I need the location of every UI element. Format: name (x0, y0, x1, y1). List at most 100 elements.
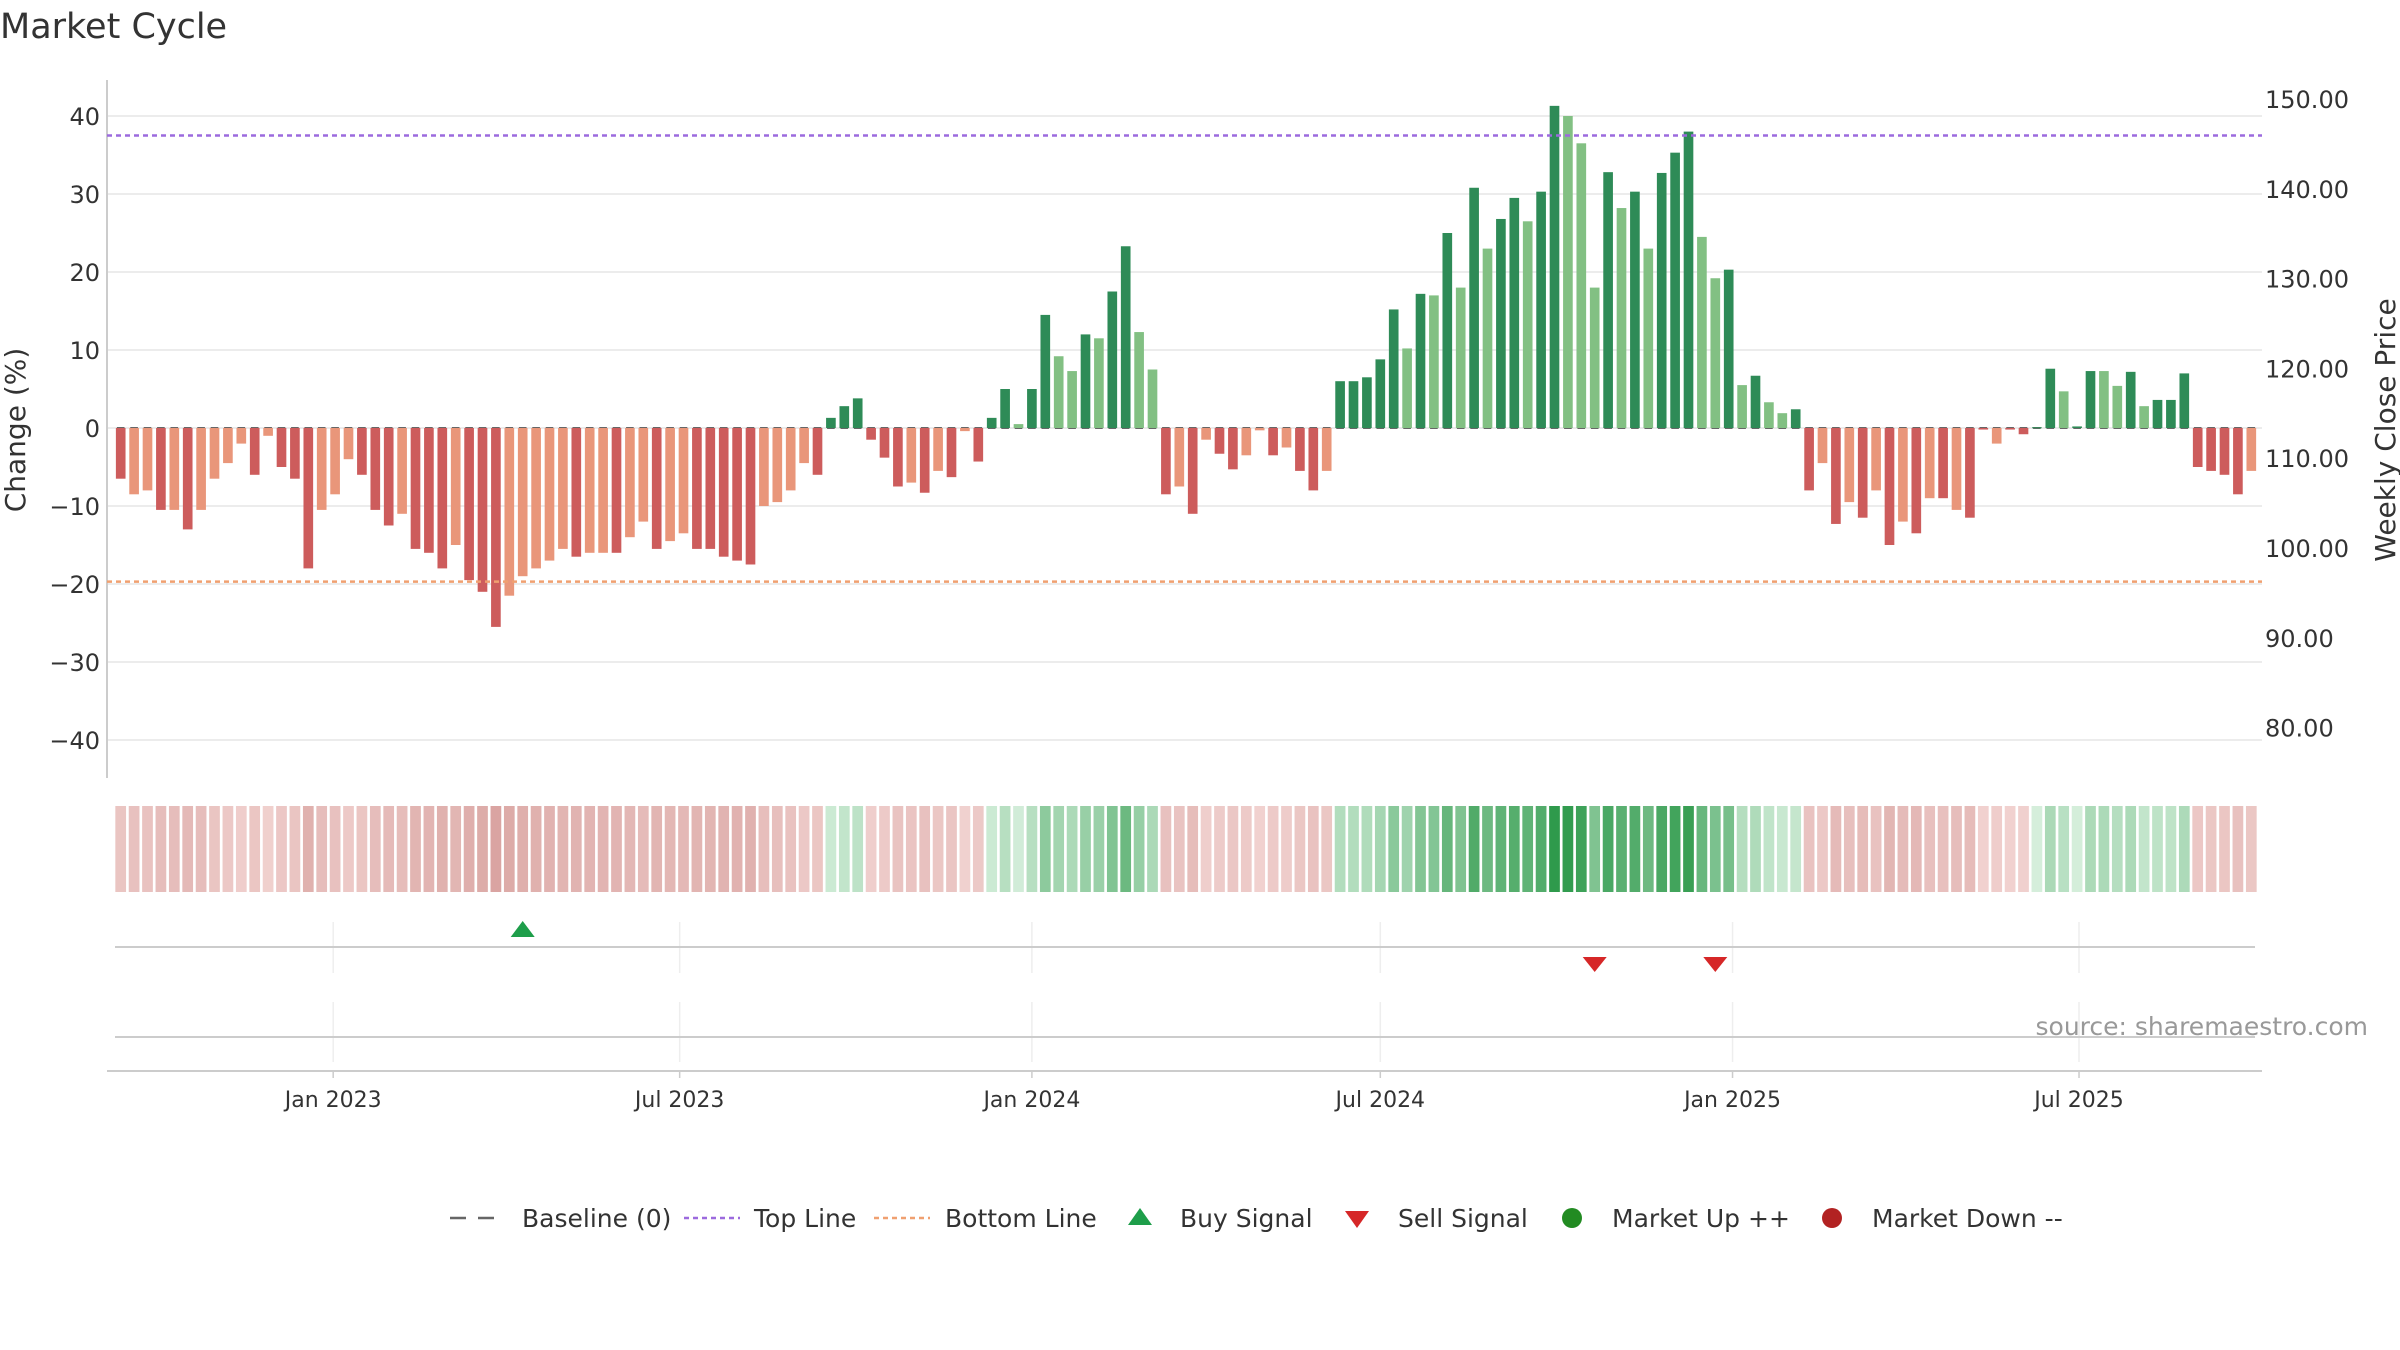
bar (2112, 385, 2123, 428)
heat-cell (1642, 806, 1654, 892)
bar (1107, 291, 1118, 428)
heat-cell (1026, 806, 1038, 892)
bar (1362, 377, 1372, 428)
x-tick-label: Jul 2023 (633, 1088, 725, 1113)
bar (933, 428, 943, 471)
heat-cell (302, 806, 314, 892)
heat-cell (1750, 806, 1761, 892)
bar (1965, 428, 1975, 518)
bar (477, 428, 488, 592)
heat-cell (356, 806, 368, 892)
bar (1603, 172, 1613, 428)
bar (1723, 269, 1734, 428)
legend-item-buy[interactable]: Buy Signal (1128, 1204, 1313, 1233)
bar (1643, 248, 1654, 428)
heat-cell (410, 806, 421, 892)
bar (1040, 314, 1051, 428)
heat-cell (1307, 806, 1319, 892)
legend-item-sell[interactable]: Sell Signal (1345, 1204, 1528, 1233)
bar (1388, 309, 1399, 428)
heat-cell (2044, 806, 2056, 892)
heat-cell (1455, 806, 1467, 892)
bar (1201, 428, 1211, 440)
bar (866, 428, 876, 440)
bar (2045, 368, 2056, 428)
legend-sell-signal-icon (1345, 1211, 1369, 1228)
heat-cell (1870, 806, 1882, 892)
bar (1161, 428, 1171, 495)
bar (276, 428, 287, 467)
bar (1737, 385, 1747, 428)
bar (1429, 295, 1439, 428)
legend-item-up[interactable]: Market Up ++ (1562, 1204, 1790, 1233)
heat-cell (2205, 806, 2217, 892)
heat-cell (1294, 806, 1306, 892)
heat-cell (1857, 806, 1869, 892)
heat-cell (1401, 806, 1413, 892)
bar (2206, 428, 2216, 471)
heat-cell (919, 806, 931, 892)
bar (665, 428, 675, 542)
bar (1750, 375, 1761, 428)
bar (464, 428, 474, 581)
heat-cell (959, 806, 971, 892)
bar (826, 417, 836, 428)
bar (2139, 406, 2149, 428)
bar (209, 428, 220, 479)
heat-cell (557, 806, 569, 892)
bar (316, 428, 327, 510)
y-left-tick-label: 20 (69, 259, 100, 287)
bar (223, 428, 233, 464)
heat-cell (423, 806, 435, 892)
bar (1871, 428, 1881, 491)
heat-cell (932, 806, 944, 892)
bar (1817, 428, 1828, 464)
heat-cell (343, 806, 354, 892)
heat-cell (1227, 806, 1239, 892)
bar (383, 428, 394, 526)
bar (1924, 428, 1935, 499)
legend-label: Market Down -- (1872, 1204, 2063, 1233)
heat-cell (2125, 806, 2137, 892)
legend-buy-signal-icon (1128, 1208, 1152, 1225)
heat-cell (745, 806, 756, 892)
heat-cell (1415, 806, 1426, 892)
heat-cell (1884, 806, 1895, 892)
bar (919, 428, 930, 493)
heat-cell (2004, 806, 2016, 892)
heat-cell (1214, 806, 1225, 892)
bar (343, 428, 354, 460)
legend-item-down[interactable]: Market Down -- (1822, 1204, 2063, 1233)
bar (1509, 197, 1520, 428)
x-tick-label: Jul 2025 (2032, 1088, 2124, 1113)
heat-cell (1187, 806, 1199, 892)
heat-cell (1361, 806, 1373, 892)
legend-item-bottom[interactable]: Bottom Line (874, 1204, 1097, 1233)
heat-cell (383, 806, 395, 892)
heat-cell (1817, 806, 1828, 892)
bar (986, 417, 997, 428)
bar (1522, 221, 1533, 428)
bar (906, 428, 917, 483)
bar (638, 428, 649, 522)
legend-item-baseline[interactable]: Baseline (0) (450, 1204, 671, 1233)
heat-cell (678, 806, 689, 892)
signal-panel (115, 921, 2255, 973)
heat-cell (664, 806, 676, 892)
bars (115, 105, 2257, 627)
bar (785, 428, 796, 491)
heat-cell (1053, 806, 1065, 892)
heat-cell (879, 806, 890, 892)
bar (491, 428, 501, 627)
bar (1000, 389, 1010, 428)
heat-cell (986, 806, 998, 892)
bar (1576, 143, 1587, 429)
heat-cell (396, 806, 408, 892)
heat-cell (1106, 806, 1118, 892)
chart-title: Market Cycle (0, 7, 227, 47)
legend-item-top[interactable]: Top Line (684, 1204, 856, 1233)
bar (584, 428, 595, 553)
bar (2192, 428, 2203, 467)
bar (1938, 428, 1948, 499)
